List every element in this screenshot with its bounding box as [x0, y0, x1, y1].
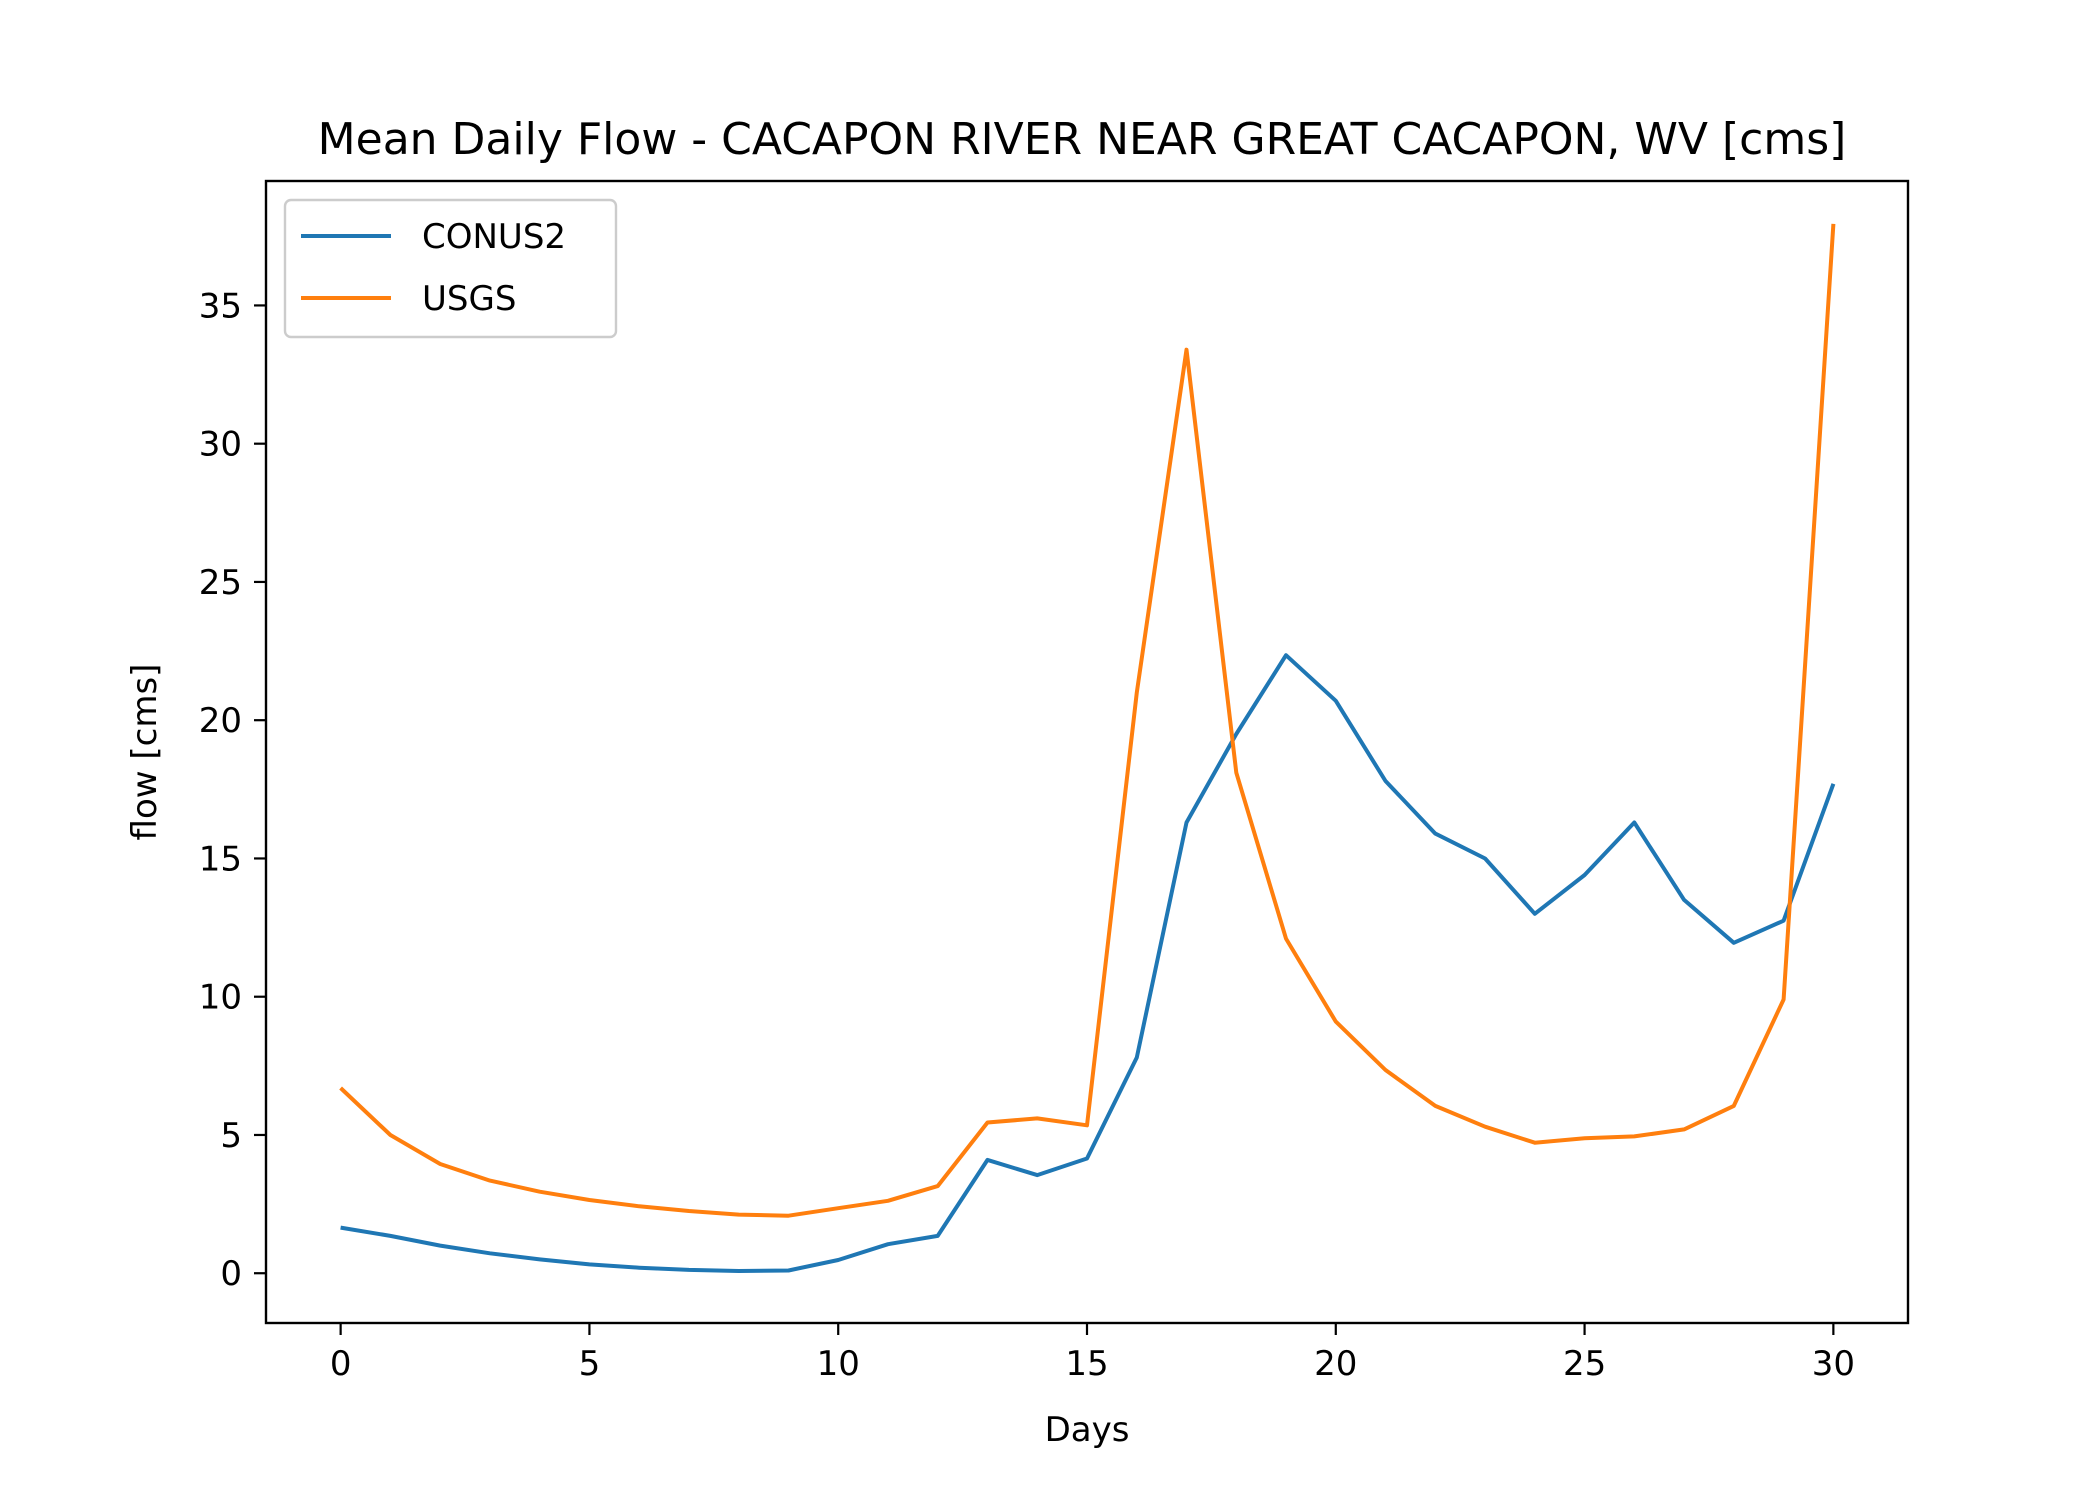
- y-tick-label: 25: [199, 563, 242, 603]
- x-tick-label: 15: [1065, 1344, 1108, 1384]
- x-tick-label: 30: [1812, 1344, 1855, 1384]
- y-axis-label: flow [cms]: [125, 664, 165, 841]
- y-tick-label: 30: [199, 425, 242, 465]
- plot-frame: [264, 179, 1910, 1325]
- y-tick-label: 5: [220, 1116, 242, 1156]
- series-line-usgs: [339, 223, 1836, 1218]
- legend-label-usgs: USGS: [422, 279, 516, 319]
- axis-ticks: 0 5 10 15 20 25 30 0 5 10 15 20 25 30 35: [199, 286, 1855, 1384]
- x-tick-label: 10: [817, 1344, 860, 1384]
- legend: CONUS2 USGS: [283, 198, 618, 339]
- y-tick-label: 10: [199, 978, 242, 1018]
- series-line-conus2: [340, 653, 1836, 1273]
- y-tick-label: 15: [199, 839, 242, 879]
- x-tick-label: 25: [1563, 1344, 1606, 1384]
- legend-label-conus2: CONUS2: [422, 217, 566, 257]
- y-tick-label: 0: [220, 1254, 242, 1294]
- x-tick-label: 20: [1314, 1344, 1357, 1384]
- y-tick-label: 35: [199, 286, 242, 326]
- x-tick-label: 0: [330, 1344, 352, 1384]
- chart-title: Mean Daily Flow - CACAPON RIVER NEAR GRE…: [318, 114, 1847, 165]
- series-layer: [339, 223, 1836, 1273]
- x-tick-label: 5: [579, 1344, 601, 1384]
- x-axis-label: Days: [1045, 1410, 1130, 1450]
- y-tick-label: 20: [199, 701, 242, 741]
